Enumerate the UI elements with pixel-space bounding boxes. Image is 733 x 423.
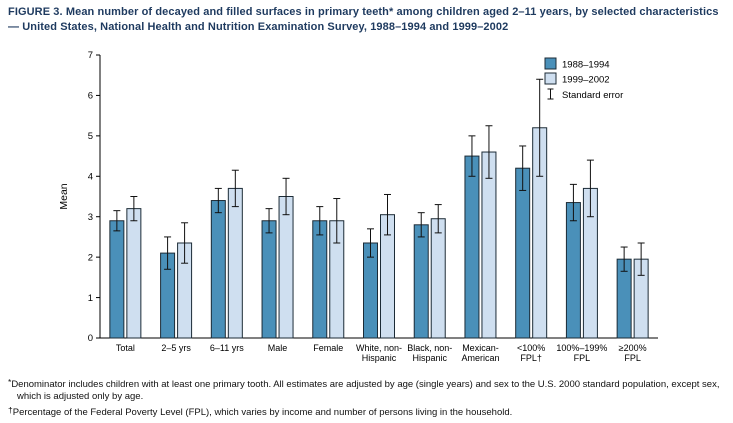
x-tick-label: White, non-Hispanic <box>356 343 402 363</box>
bar-1988-1994 <box>261 220 277 339</box>
x-tick-label: Black, non-Hispanic <box>407 343 452 363</box>
bar-1988-1994 <box>109 220 125 339</box>
y-tick-label: 6 <box>88 91 93 102</box>
x-tick-label: Female <box>313 343 343 353</box>
y-tick-label: 7 <box>88 50 93 61</box>
bar-1988-1994 <box>464 155 480 339</box>
bar-1988-1994 <box>413 224 429 339</box>
x-tick-label: ≥200% FPL <box>619 343 647 363</box>
footnote-fpl: †Percentage of the Federal Poverty Level… <box>8 405 725 419</box>
bar-1988-1994 <box>565 202 581 339</box>
y-tick-label: 4 <box>88 171 93 182</box>
footnotes: *Denominator includes children with at l… <box>0 377 733 420</box>
y-tick-label: 0 <box>88 333 93 344</box>
bar-1999-2002 <box>126 208 142 339</box>
bar-1999-2002 <box>481 151 497 339</box>
x-tick-label: 2–5 yrs <box>161 343 191 353</box>
legend-swatch <box>544 57 557 70</box>
bar-chart: 0 1 2 3 4 5 6 7 Mean Total 2–5 yrs 6–11 yrs Male Fema… <box>0 38 733 376</box>
legend-label: 1988–1994 <box>562 60 610 71</box>
footnote-denominator: *Denominator includes children with at l… <box>8 377 725 404</box>
bar-1988-1994 <box>312 220 328 339</box>
bar-1999-2002 <box>227 187 243 339</box>
legend-label: Standard error <box>562 90 623 101</box>
y-tick-label: 5 <box>88 131 93 142</box>
x-tick-label: Total <box>116 343 135 353</box>
y-tick-label: 3 <box>88 212 93 223</box>
footnote-symbol: * <box>8 377 12 387</box>
bar-1999-2002 <box>278 196 294 339</box>
footnote-symbol: † <box>8 404 13 415</box>
bar-1988-1994 <box>515 167 531 339</box>
x-tick-label: Mexican-American <box>461 343 499 363</box>
y-tick-label: 2 <box>88 252 93 263</box>
bar-1988-1994 <box>210 200 226 339</box>
figure-title: FIGURE 3. Mean number of decayed and fil… <box>8 6 719 33</box>
x-tick-label: Male <box>268 343 288 353</box>
legend-swatch <box>544 72 557 85</box>
x-tick-label: <100% FPL† <box>517 343 545 363</box>
footnote-text: Percentage of the Federal Poverty Level … <box>12 406 513 418</box>
x-tick-label: 6–11 yrs <box>210 343 244 353</box>
y-axis-label: Mean <box>58 183 70 209</box>
chart-canvas: 0 1 2 3 4 5 6 7 Mean Total 2–5 yrs 6–11 yrs Male Fema… <box>58 50 658 363</box>
bar-1999-2002 <box>430 218 446 339</box>
y-tick-label: 1 <box>88 293 93 304</box>
footnote-text: Denominator includes children with at le… <box>11 379 720 403</box>
legend-label: 1999–2002 <box>562 75 610 86</box>
x-tick-label: 100%–199% FPL <box>556 343 607 363</box>
